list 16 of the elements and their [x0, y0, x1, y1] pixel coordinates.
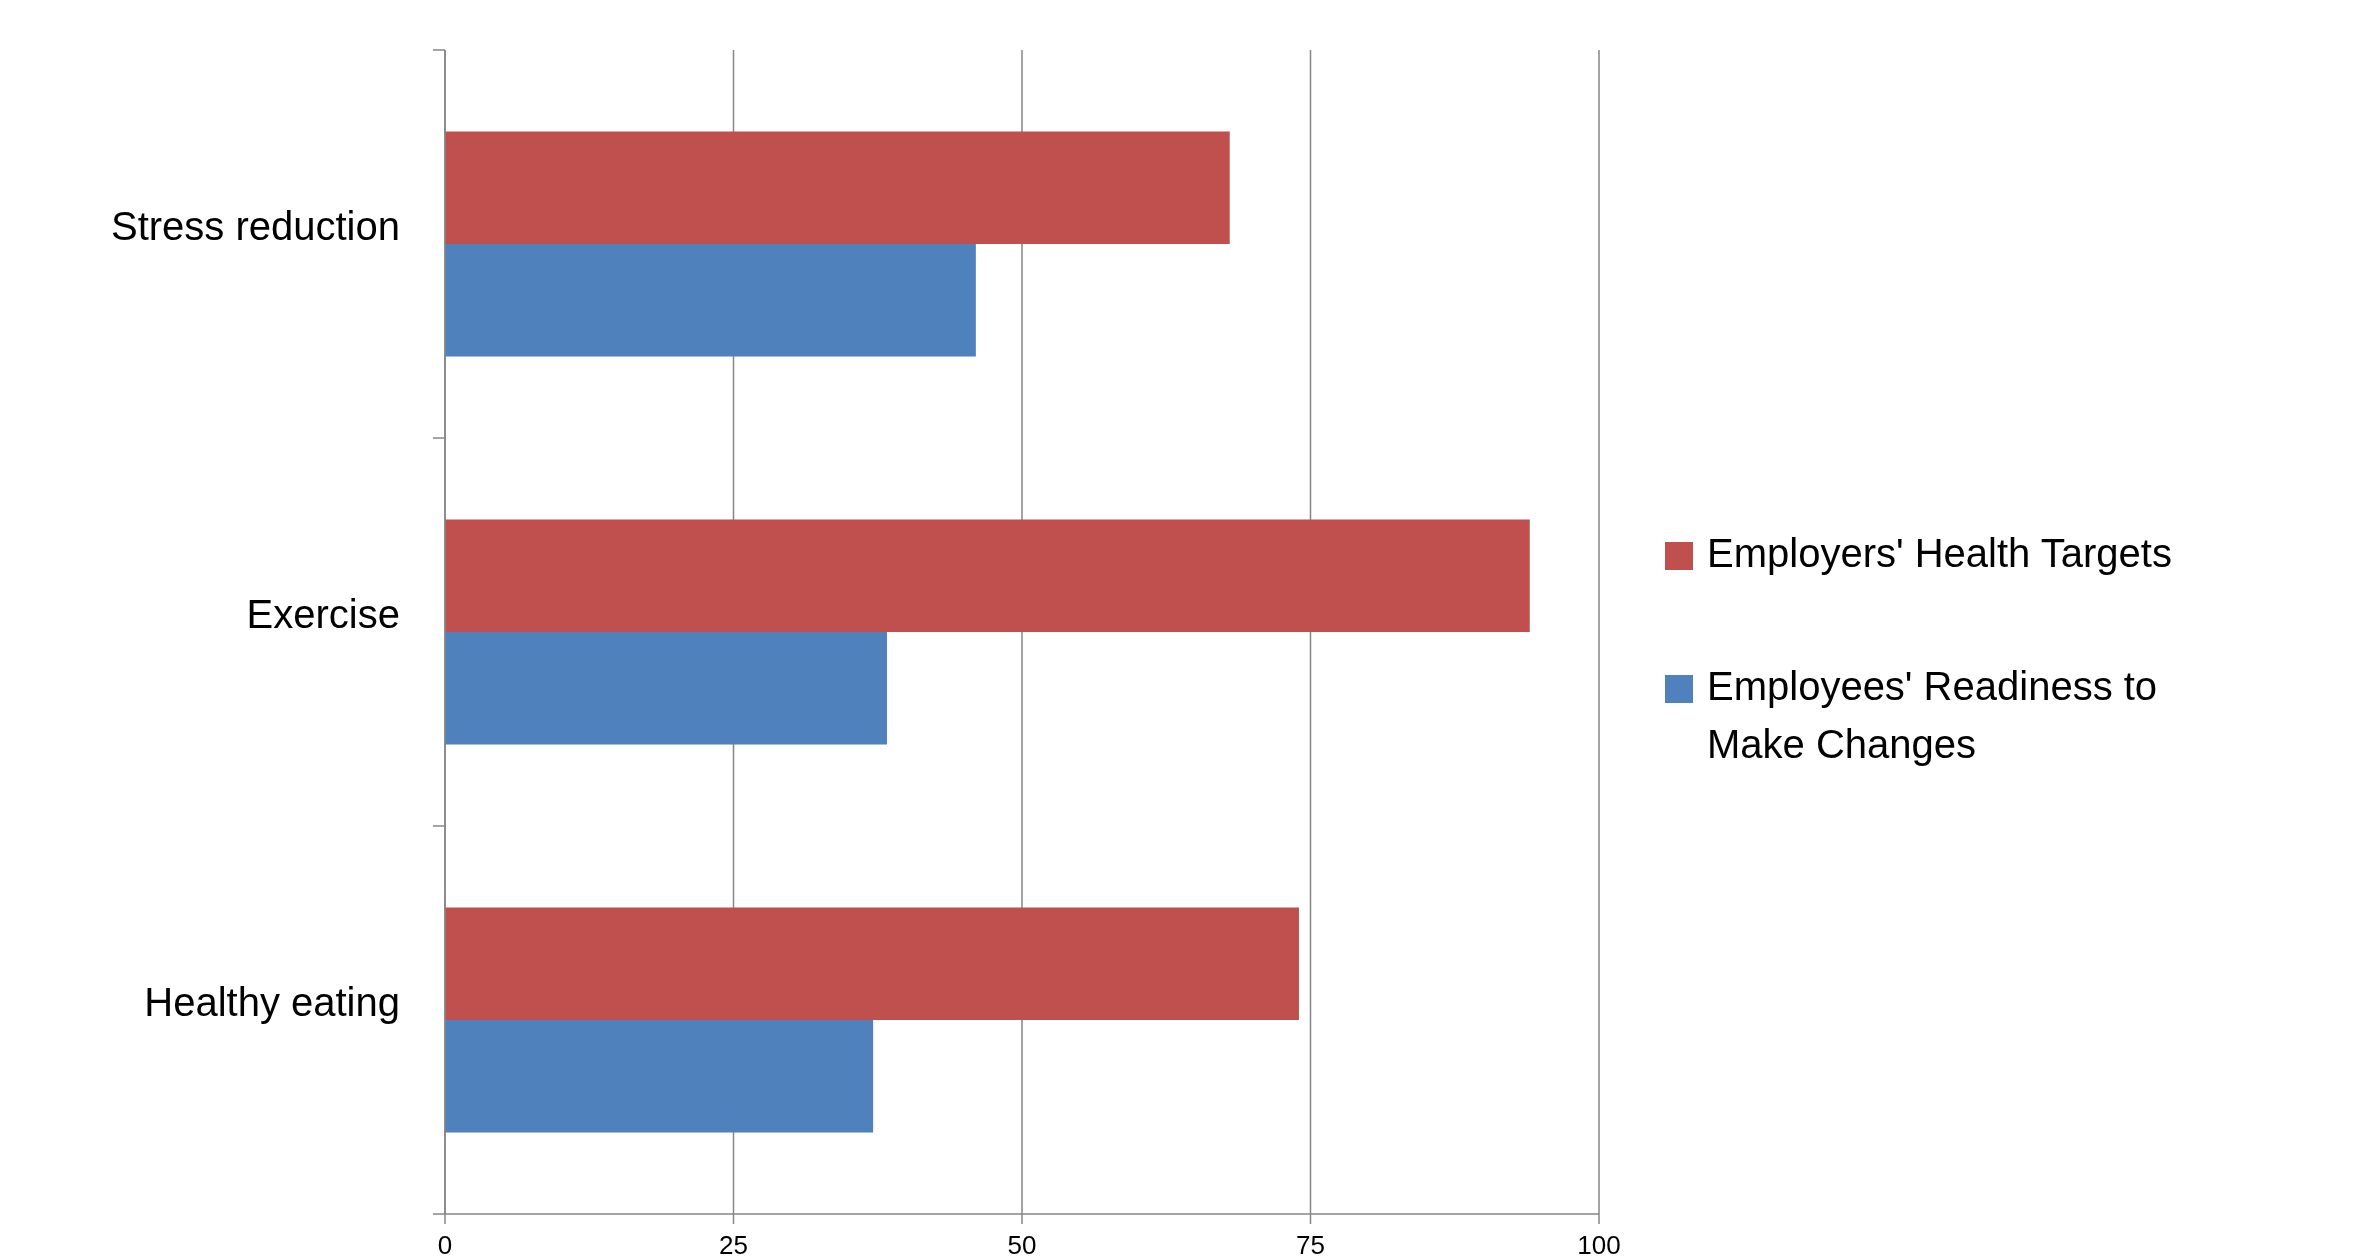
bar	[445, 519, 1530, 632]
x-tick-label: 25	[719, 1230, 748, 1259]
bar	[445, 244, 976, 357]
legend-label: Employers' Health Targets	[1707, 530, 2172, 575]
y-tick-label: Healthy eating	[144, 979, 400, 1024]
bar	[445, 131, 1230, 244]
y-tick-label: Exercise	[246, 591, 400, 636]
x-tick-label: 0	[437, 1230, 453, 1259]
bar	[445, 632, 887, 745]
x-tick-label: 75	[1296, 1230, 1325, 1259]
x-tick-label: 100	[1577, 1230, 1621, 1259]
legend-label: Employees' Readiness to Make Changes	[1707, 663, 2158, 766]
bar	[445, 907, 1299, 1020]
x-tick-label: 50	[1007, 1230, 1037, 1259]
y-tick-label: Stress reduction	[110, 203, 400, 248]
bar	[445, 1020, 874, 1133]
